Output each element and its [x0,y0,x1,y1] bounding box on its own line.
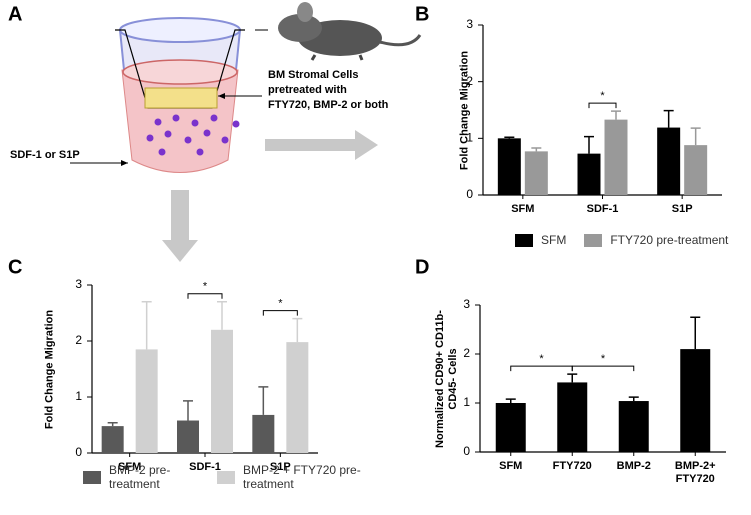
bar [497,138,521,195]
y-axis-label: Fold Change Migration [458,50,471,170]
y-tick-label: 3 [75,277,82,291]
error-bar [505,398,516,403]
bar [684,145,708,195]
panel-label: D [415,256,429,278]
y-tick-label: 1 [463,395,470,409]
significance-bracket [588,102,617,109]
x-tick-label: SFM [118,461,141,473]
bar [101,426,124,453]
error-bar [611,110,621,120]
y-tick-label: 2 [75,333,82,347]
bar [286,342,309,453]
bar [680,349,711,452]
error-bar [292,317,303,343]
bar [657,127,681,195]
error-bar [690,127,701,146]
cells-label: BM Stromal Cells [268,69,358,81]
significance-label: * [278,298,283,310]
error-bar [584,135,594,154]
significance-bracket [187,293,223,299]
cells-label: pretreated with [268,84,347,96]
y-tick-label: 2 [463,346,470,360]
legend-swatch [584,233,603,247]
cells-label: FTY720, BMP-2 or both [268,99,389,111]
panel-a-illustration [70,2,422,262]
error-bar [567,373,578,383]
y-tick-label: 3 [463,297,470,311]
error-bar [504,136,515,139]
y-axis-label: Normalized CD90+ CD11b- CD45- Cells [434,309,459,448]
bar [211,329,233,453]
panel-label: B [415,3,429,25]
significance-label: * [539,353,544,365]
bar [252,414,275,453]
significance-label: * [203,281,208,293]
legend: SFM FTY720 pre-treatment [515,233,746,247]
y-tick-label: 0 [463,444,470,458]
bar [135,349,158,453]
significance-bracket [262,310,298,316]
legend-label: FTY720 pre-treatment [610,233,729,247]
error-bar [217,301,227,330]
y-tick-label: 0 [466,187,473,201]
significance-label: * [601,353,606,365]
bar [177,420,199,453]
legend-swatch [83,470,101,484]
legend-label: BMP-2 pre-treatment [109,463,171,491]
legend-swatch [515,233,533,247]
error-bar [183,400,193,421]
significance-label: * [600,90,605,102]
bar [618,401,649,452]
legend: BMP-2 pre-treatment BMP-2 + FTY720 pre-tr… [83,463,386,491]
x-tick-label: FTY720 [553,460,592,472]
error-bar [107,422,118,427]
bar [495,403,526,452]
x-tick-label: BMP-2 [617,460,651,472]
x-tick-label: SDF-1 [189,461,221,473]
x-tick-label: SFM [499,460,522,472]
x-tick-label: BMP-2+ FTY720 [675,460,716,485]
significance-bracket [571,365,635,372]
error-bar [531,147,542,152]
y-axis-label: Fold Change Migration [43,309,56,429]
bar [524,151,548,195]
significance-bracket [510,365,573,372]
error-bar [258,386,269,415]
error-bar [628,396,639,402]
error-bar [663,109,674,128]
legend-label: BMP-2 + FTY720 pre-treatment [243,463,361,491]
legend-swatch [217,470,235,484]
y-tick-label: 1 [75,389,82,403]
bar [604,119,628,195]
y-tick-label: 1 [466,131,473,145]
error-bar [141,301,152,350]
y-tick-label: 2 [466,74,473,88]
x-tick-label: S1P [672,203,693,215]
x-tick-label: SDF-1 [587,203,619,215]
error-bar [690,316,701,350]
bar [557,382,588,452]
y-tick-label: 0 [75,445,82,459]
bar [577,153,601,195]
legend-label: SFM [541,233,567,247]
stimulus-label: SDF-1 or S1P [10,149,80,161]
y-tick-label: 3 [466,17,473,31]
panel-label: C [8,256,22,278]
x-tick-label: S1P [270,461,291,473]
panel-label: A [8,3,22,25]
x-tick-label: SFM [511,203,534,215]
